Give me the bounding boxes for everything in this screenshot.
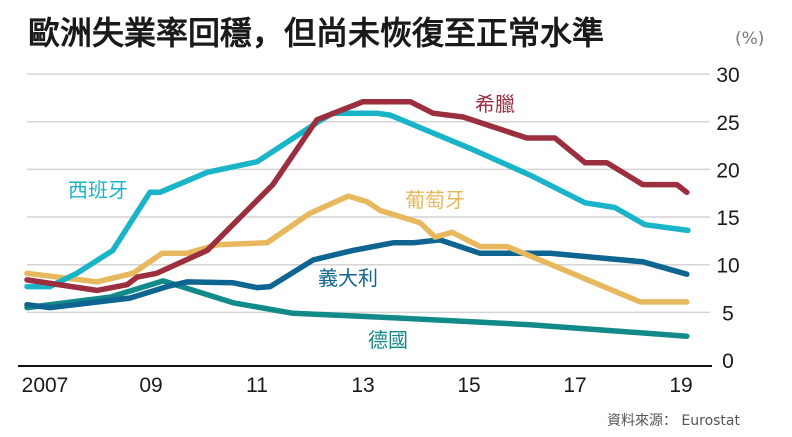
- y-tick-label: 0: [722, 350, 734, 373]
- series-label: 德國: [368, 328, 408, 352]
- x-tick-label: 11: [246, 374, 268, 397]
- series-line-1: [24, 98, 690, 294]
- x-axis: 2007 09 11 13 15 17 19: [22, 374, 693, 397]
- series-label: 葡萄牙: [405, 188, 465, 212]
- unit-label: (%): [735, 29, 764, 49]
- x-tick-label: 09: [139, 374, 162, 397]
- y-tick-label: 20: [716, 159, 739, 182]
- y-tick-label: 30: [716, 64, 739, 87]
- x-tick-label: 19: [669, 374, 692, 397]
- y-tick-label: 10: [716, 255, 739, 278]
- chart-title: 歐洲失業率回穩，但尚未恢復至正常水準: [28, 14, 604, 52]
- x-tick-label: 13: [351, 374, 374, 397]
- series-line-5: [24, 278, 690, 339]
- source-note: 資料來源： Eurostat: [607, 413, 741, 429]
- series-lines: [24, 98, 691, 339]
- x-tick-label: 2007: [22, 374, 69, 397]
- series-label: 義大利: [318, 266, 378, 290]
- series-label: 希臘: [475, 92, 515, 116]
- y-tick-label: 25: [716, 112, 739, 135]
- y-tick-label: 5: [722, 302, 734, 325]
- series-label: 西班牙: [68, 178, 128, 202]
- series-line-4: [24, 237, 690, 311]
- x-tick-label: 17: [563, 374, 586, 397]
- x-tick-label: 15: [457, 374, 480, 397]
- y-axis: 0 5 10 15 20 25 30: [716, 64, 739, 373]
- y-tick-label: 15: [716, 207, 739, 230]
- series-line-3: [24, 193, 690, 305]
